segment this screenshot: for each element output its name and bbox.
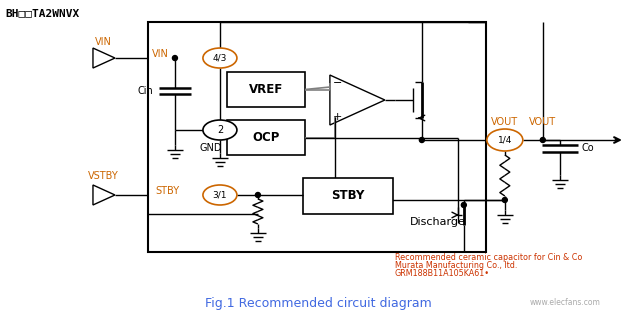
- Ellipse shape: [487, 129, 523, 151]
- Circle shape: [172, 55, 177, 61]
- Text: VOUT: VOUT: [529, 117, 556, 127]
- Bar: [303, 178, 393, 214]
- Text: Co: Co: [582, 143, 595, 153]
- Circle shape: [502, 197, 508, 203]
- Polygon shape: [93, 185, 115, 205]
- Text: VREF: VREF: [249, 83, 283, 96]
- Polygon shape: [93, 48, 115, 68]
- Ellipse shape: [203, 120, 237, 140]
- Text: GRM188B11A105KA61•: GRM188B11A105KA61•: [395, 269, 490, 278]
- Bar: [227, 72, 305, 107]
- Text: STBY: STBY: [155, 186, 179, 196]
- Text: Discharge: Discharge: [410, 217, 466, 227]
- Text: VSTBY: VSTBY: [88, 171, 118, 181]
- Text: Cin: Cin: [137, 86, 153, 96]
- Text: BH□□TA2WNVX: BH□□TA2WNVX: [5, 8, 79, 18]
- Circle shape: [256, 192, 260, 197]
- Text: OCP: OCP: [252, 131, 280, 144]
- Circle shape: [419, 138, 424, 143]
- Polygon shape: [330, 75, 385, 125]
- Ellipse shape: [203, 48, 237, 68]
- Text: Murata Manufacturing Co., ltd.: Murata Manufacturing Co., ltd.: [395, 262, 517, 270]
- Text: 4/3: 4/3: [212, 54, 227, 62]
- Text: GND: GND: [200, 143, 223, 153]
- Ellipse shape: [203, 185, 237, 205]
- Circle shape: [461, 203, 466, 208]
- Circle shape: [541, 138, 545, 143]
- Bar: [227, 120, 305, 155]
- Bar: [148, 22, 486, 252]
- Text: Fig.1 Recommended circuit diagram: Fig.1 Recommended circuit diagram: [205, 297, 431, 310]
- Text: +: +: [333, 112, 343, 122]
- Text: STBY: STBY: [331, 190, 364, 203]
- Text: −: −: [333, 78, 343, 88]
- Text: 2: 2: [217, 125, 223, 135]
- Text: VIN: VIN: [95, 37, 111, 47]
- Text: www.elecfans.com: www.elecfans.com: [529, 298, 600, 307]
- Text: VIN: VIN: [152, 49, 169, 59]
- Text: Recommended ceramic capacitor for Cin & Co: Recommended ceramic capacitor for Cin & …: [395, 254, 582, 262]
- Text: 3/1: 3/1: [212, 191, 227, 199]
- Text: VOUT: VOUT: [491, 117, 518, 127]
- Text: 1/4: 1/4: [497, 135, 512, 145]
